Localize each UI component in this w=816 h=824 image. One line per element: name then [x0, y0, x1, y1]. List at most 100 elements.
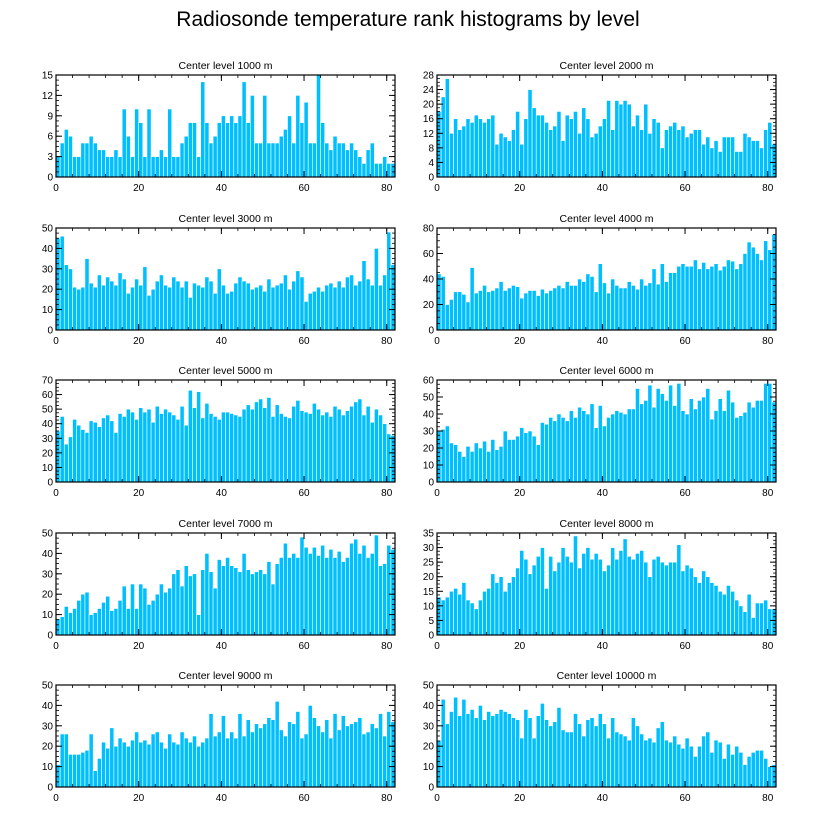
- bar: [506, 582, 512, 636]
- bar: [154, 156, 160, 178]
- x-tick-label: 20: [133, 793, 145, 804]
- y-tick-label: 50: [423, 393, 435, 404]
- bar: [527, 573, 533, 636]
- bar: [378, 713, 383, 788]
- bar: [602, 723, 607, 788]
- bar: [614, 558, 620, 636]
- bar: [101, 284, 106, 331]
- bar: [241, 81, 247, 178]
- bar: [668, 272, 673, 331]
- bar: [684, 737, 690, 788]
- bar: [523, 118, 529, 178]
- bar: [502, 711, 508, 788]
- bar: [593, 291, 599, 331]
- bar: [469, 602, 475, 636]
- bar: [274, 142, 280, 178]
- bar: [287, 557, 292, 636]
- bar: [278, 557, 284, 636]
- panel-title: Center level 10000 m: [557, 670, 657, 682]
- bar: [262, 407, 268, 483]
- bar: [382, 563, 388, 636]
- bar: [175, 156, 181, 178]
- bar: [523, 558, 529, 636]
- bar: [453, 696, 458, 788]
- bar: [738, 415, 744, 483]
- bar: [245, 122, 251, 178]
- bar: [254, 571, 259, 636]
- bar: [631, 125, 636, 178]
- bar: [701, 262, 707, 331]
- bar: [225, 292, 230, 331]
- bar: [577, 406, 582, 483]
- y-tick-label: 0: [47, 173, 53, 184]
- bar: [440, 428, 446, 483]
- bar: [568, 561, 574, 636]
- bar: [573, 417, 578, 483]
- bar: [134, 731, 139, 788]
- bar: [353, 721, 359, 788]
- bar: [183, 737, 189, 788]
- bar: [84, 432, 90, 483]
- y-tick-label: 35: [423, 529, 435, 540]
- bar: [80, 286, 86, 331]
- bar: [357, 553, 363, 636]
- bar: [303, 733, 309, 788]
- bar: [577, 567, 582, 636]
- bar: [336, 729, 342, 788]
- bar: [369, 723, 375, 788]
- bar: [585, 273, 591, 331]
- bar: [105, 595, 111, 636]
- bar: [453, 118, 458, 178]
- page-title: Radiosonde temperature rank histograms b…: [176, 8, 640, 31]
- bar: [92, 770, 98, 788]
- bar: [750, 246, 756, 331]
- bar: [113, 149, 119, 178]
- bar: [295, 711, 301, 788]
- bar: [635, 553, 640, 636]
- bar: [125, 135, 131, 178]
- bar: [303, 546, 309, 636]
- y-tick-label: 10: [423, 461, 435, 472]
- y-tick-label: 12: [423, 129, 435, 140]
- bar: [187, 297, 193, 331]
- y-tick-label: 10: [423, 762, 435, 773]
- bar: [183, 424, 189, 483]
- bar: [324, 411, 330, 483]
- bar: [353, 284, 359, 331]
- panel-5: Center level 5000 m 0 20 40 60 80 0 10 20 30 40 50 6…: [42, 365, 396, 499]
- x-tick-label: 0: [53, 641, 59, 652]
- bar: [225, 557, 230, 636]
- bar: [295, 557, 301, 636]
- bar: [606, 292, 611, 331]
- bar: [167, 108, 173, 178]
- bar: [659, 721, 665, 788]
- bar: [610, 413, 616, 483]
- bar: [742, 132, 748, 178]
- bar: [270, 583, 276, 636]
- bar: [701, 735, 707, 788]
- bar: [196, 745, 201, 788]
- bar: [328, 737, 334, 788]
- bar: [494, 143, 500, 178]
- bar: [146, 743, 152, 788]
- bar: [564, 556, 570, 636]
- x-tick-label: 0: [53, 183, 59, 194]
- bar: [647, 132, 653, 178]
- bar: [523, 709, 529, 788]
- bar: [709, 147, 715, 178]
- bar: [755, 749, 760, 788]
- bar: [511, 285, 516, 331]
- x-tick-label: 0: [434, 641, 440, 652]
- bar: [622, 735, 628, 788]
- bar: [254, 286, 259, 331]
- bar: [440, 599, 446, 636]
- bar: [134, 278, 139, 331]
- bar: [208, 280, 214, 331]
- bar: [593, 132, 599, 178]
- x-tick-label: 0: [434, 793, 440, 804]
- bar: [332, 713, 338, 788]
- y-tick-label: 30: [42, 434, 54, 445]
- bar: [457, 291, 463, 331]
- bar: [316, 555, 321, 636]
- bar: [494, 713, 500, 788]
